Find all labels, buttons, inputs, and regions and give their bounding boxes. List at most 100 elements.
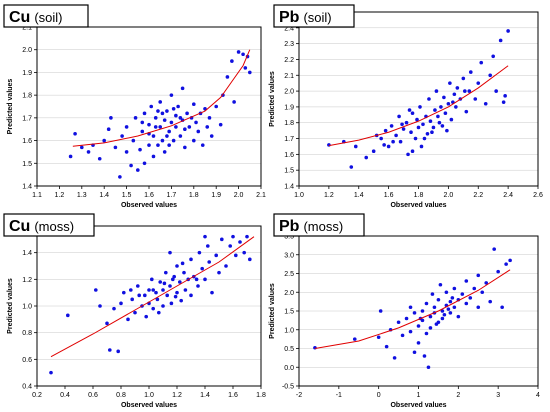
data-point	[131, 138, 136, 143]
data-point	[428, 119, 433, 123]
data-point	[430, 130, 434, 135]
data-point	[209, 134, 214, 138]
data-point	[147, 288, 151, 292]
data-point	[66, 313, 70, 318]
x-tick-label: 0.6	[88, 392, 98, 399]
data-point	[185, 111, 189, 116]
chart-title-medium: (soil)	[34, 10, 62, 25]
data-point	[162, 118, 167, 122]
data-point	[49, 370, 53, 375]
data-point	[102, 138, 106, 143]
data-point	[205, 125, 210, 129]
x-tick-label: 1.6	[228, 392, 238, 399]
data-point	[160, 111, 165, 116]
data-point	[434, 322, 439, 326]
data-point	[171, 277, 175, 282]
data-point	[156, 143, 160, 147]
data-point	[238, 240, 242, 244]
data-point	[142, 111, 147, 116]
y-tick-label: 1.2	[22, 277, 32, 284]
data-point	[445, 128, 449, 133]
data-point	[180, 86, 185, 91]
data-point	[218, 122, 223, 127]
data-point	[224, 264, 228, 268]
x-tick-label: 1.4	[200, 392, 210, 399]
plot-frame	[298, 11, 539, 187]
y-tick-label: 1.5	[284, 168, 294, 175]
data-point	[200, 143, 205, 147]
data-point	[140, 120, 145, 125]
data-point	[174, 125, 178, 129]
data-point	[426, 365, 431, 370]
data-point	[352, 337, 357, 341]
x-tick-label: 1	[417, 392, 421, 399]
data-point	[151, 134, 156, 138]
data-point	[484, 281, 489, 285]
y-tick-label: 1.5	[22, 161, 32, 168]
data-point	[398, 139, 403, 144]
data-point	[427, 97, 431, 101]
data-point	[404, 120, 409, 125]
x-tick-label: 2.1	[256, 192, 266, 199]
data-point	[203, 277, 207, 282]
data-point	[105, 321, 109, 326]
data-point	[440, 124, 445, 128]
data-point	[97, 156, 102, 161]
data-point	[98, 304, 102, 308]
data-point	[383, 128, 388, 133]
y-tick-label: 0.5	[284, 346, 294, 353]
data-point	[142, 161, 147, 166]
data-point	[460, 292, 465, 296]
data-point	[113, 145, 118, 150]
data-point	[386, 144, 391, 149]
y-tick-label: 1.0	[22, 304, 32, 311]
data-point	[225, 75, 230, 79]
data-point	[408, 329, 413, 334]
chart-panel-2: 0.40.60.81.01.21.41.60.20.40.60.81.01.21…	[3, 213, 266, 409]
data-point	[171, 106, 176, 111]
data-point	[214, 253, 218, 258]
x-tick-label: 1.3	[77, 192, 87, 199]
data-point	[406, 152, 410, 157]
y-axis-label: Predicted values	[7, 79, 14, 135]
y-tick-label: 1.5	[284, 309, 294, 316]
x-tick-label: 1.8	[256, 392, 266, 399]
data-point	[442, 95, 446, 100]
x-tick-label: 1.7	[167, 192, 177, 199]
data-point	[109, 116, 113, 120]
data-point	[424, 301, 429, 306]
data-point	[207, 260, 211, 264]
data-point	[150, 277, 154, 282]
data-point	[129, 163, 133, 168]
fit-curve	[50, 236, 255, 358]
data-point	[415, 117, 419, 122]
y-tick-label: 2.1	[22, 25, 32, 32]
data-point	[400, 333, 405, 338]
y-tick-label: 3.5	[284, 234, 294, 241]
data-point	[416, 125, 421, 130]
data-point	[248, 70, 252, 75]
x-axis-label: Observed values	[121, 202, 177, 209]
data-point	[410, 149, 415, 153]
data-point	[161, 304, 165, 308]
y-tick-label: 2.4	[284, 25, 294, 32]
data-point	[410, 111, 415, 116]
x-tick-label: 3	[496, 392, 500, 399]
fit-curve	[72, 49, 251, 147]
data-point	[422, 136, 427, 141]
x-tick-label: 2	[456, 392, 460, 399]
data-point	[174, 113, 178, 118]
data-point	[160, 138, 165, 143]
y-axis-label: Predicted values	[7, 278, 14, 334]
data-point	[379, 136, 383, 141]
data-point	[120, 134, 124, 138]
data-point	[133, 310, 137, 315]
data-point	[158, 125, 162, 129]
data-point	[436, 114, 440, 119]
data-point	[384, 344, 389, 349]
data-point	[126, 317, 130, 322]
data-point	[488, 299, 493, 304]
data-point	[106, 127, 111, 132]
data-point	[192, 102, 196, 107]
data-point	[147, 143, 151, 147]
